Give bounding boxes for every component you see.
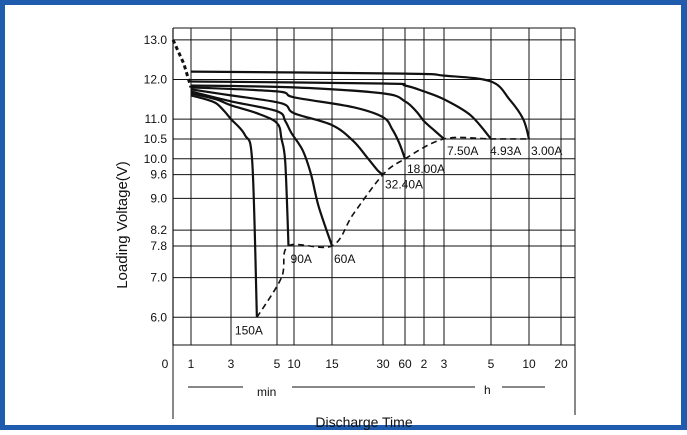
x-tick-label: 20 bbox=[554, 357, 568, 371]
discharge-curve-18-00a bbox=[190, 86, 407, 160]
h-unit-label: h bbox=[484, 383, 491, 397]
y-tick-label: 10.0 bbox=[144, 152, 168, 166]
y-tick-label: 8.2 bbox=[150, 223, 167, 237]
curve-label: 32.40A bbox=[385, 178, 423, 192]
y-tick-label: 11.0 bbox=[145, 112, 168, 126]
x-tick-label: 15 bbox=[325, 357, 339, 371]
x-tick-label: 3 bbox=[441, 357, 448, 371]
y-tick-label: 13.0 bbox=[144, 33, 168, 47]
x-tick-label: 5 bbox=[488, 357, 495, 371]
discharge-curve-32-40a bbox=[190, 88, 384, 176]
discharge-chart: 6.0 7.0 7.8 8.2 9.0 9.6 10.0 10.5 11.0 12.0 13.0 0… bbox=[114, 27, 576, 430]
initial-voltage-drop bbox=[171, 39, 193, 88]
x-tick-label: 10 bbox=[287, 357, 301, 371]
x-tick-label: 10 bbox=[522, 357, 536, 371]
discharge-curve-7-50a bbox=[190, 84, 445, 140]
curve-label: 90A bbox=[291, 252, 312, 266]
x-tick-label: 1 bbox=[188, 357, 195, 371]
discharge-curves bbox=[190, 70, 531, 318]
y-tick-label: 12.0 bbox=[144, 73, 168, 87]
y-tick-label: 9.0 bbox=[150, 191, 167, 205]
x-tick-label: 0 bbox=[162, 357, 169, 371]
discharge-curve-90a bbox=[190, 92, 290, 246]
y-tick-label: 6.0 bbox=[150, 310, 167, 324]
discharge-curve-4-93a bbox=[190, 80, 492, 140]
y-tick-label: 9.6 bbox=[150, 168, 167, 182]
discharge-curve-150a bbox=[190, 94, 258, 318]
y-tick-labels: 6.0 7.0 7.8 8.2 9.0 9.6 10.0 10.5 11.0 12.0 13.0 bbox=[144, 33, 168, 324]
curve-label: 7.50A bbox=[447, 144, 478, 158]
curve-label: 18.00A bbox=[407, 162, 445, 176]
discharge-curve-3-00a bbox=[190, 70, 531, 140]
horizontal-grid bbox=[173, 27, 575, 346]
end-voltage-curve bbox=[256, 136, 529, 318]
x-tick-label: 3 bbox=[228, 357, 235, 371]
curve-label: 60A bbox=[334, 252, 355, 266]
curve-label: 4.93A bbox=[490, 144, 521, 158]
x-tick-label: 5 bbox=[274, 357, 281, 371]
x-tick-label: 2 bbox=[421, 357, 428, 371]
dashed-curves bbox=[171, 39, 529, 318]
x-axis-title: Discharge Time bbox=[315, 414, 412, 430]
x-tick-label: 30 bbox=[376, 357, 390, 371]
curve-label: 150A bbox=[235, 323, 263, 337]
x-tick-label: 60 bbox=[398, 357, 412, 371]
y-tick-label: 7.8 bbox=[150, 239, 167, 253]
y-tick-label: 7.0 bbox=[150, 271, 167, 285]
y-axis-title: Loading Voltage(V) bbox=[114, 161, 131, 289]
min-unit-label: min bbox=[257, 385, 276, 399]
vertical-grid bbox=[172, 28, 576, 345]
discharge-curve-60a bbox=[190, 90, 334, 247]
y-tick-label: 10.5 bbox=[144, 132, 168, 146]
curve-label: 3.00A bbox=[531, 144, 562, 158]
x-tick-labels: 0 1 3 5 10 15 30 60 2 3 5 10 20 bbox=[162, 357, 568, 371]
